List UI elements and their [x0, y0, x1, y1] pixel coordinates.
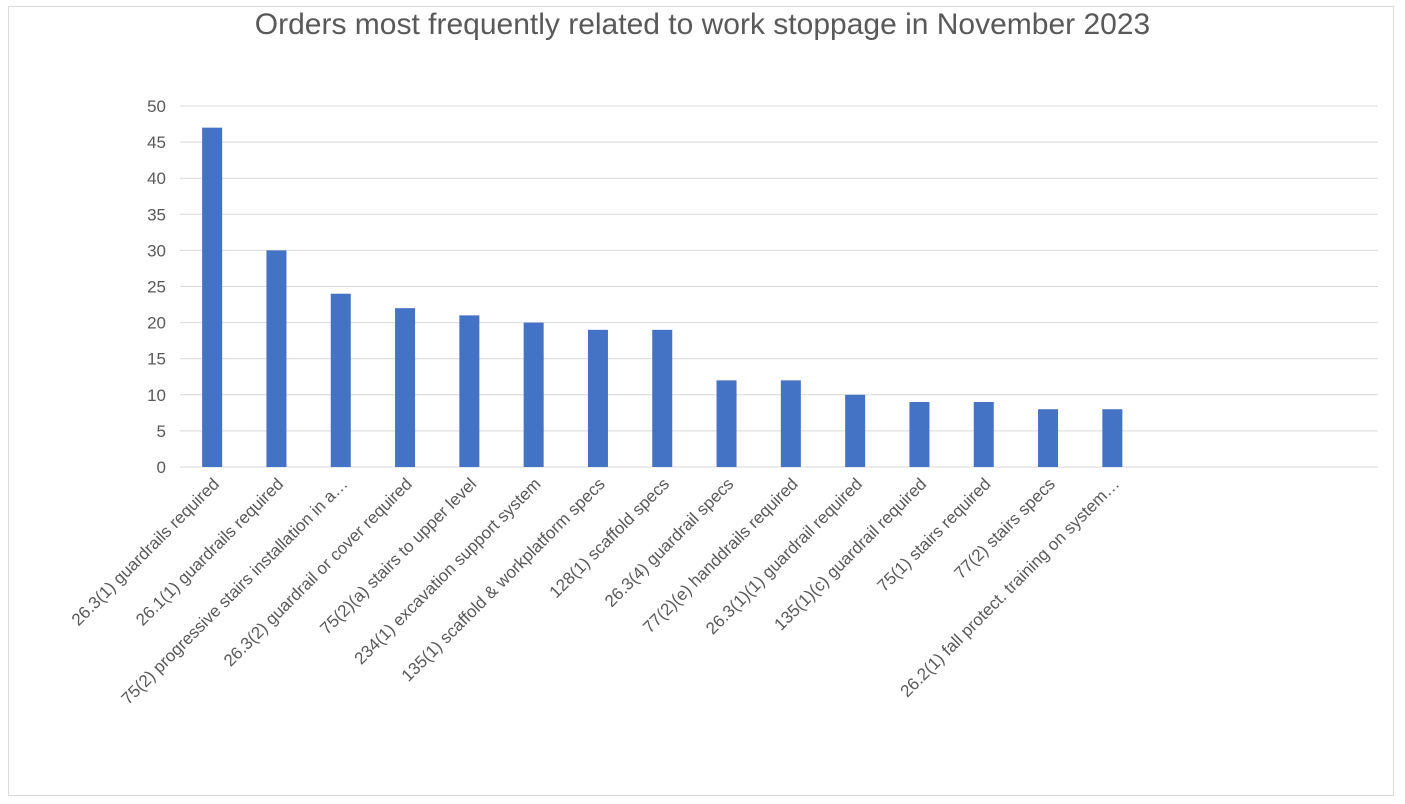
- x-tick-label: 26.3(4) guardrail specs: [601, 474, 737, 610]
- y-axis-ticks: 0 5 10 15 20 25 30 35 40 45 50: [147, 97, 166, 477]
- bar: [909, 402, 930, 467]
- y-tick-label: 0: [157, 458, 166, 477]
- bar: [652, 329, 673, 467]
- y-tick-label: 25: [147, 278, 166, 297]
- bar: [1102, 409, 1123, 467]
- bar: [587, 329, 608, 467]
- y-tick-label: 45: [147, 133, 166, 152]
- y-tick-label: 50: [147, 97, 166, 116]
- bar: [395, 308, 416, 467]
- x-tick-label: 75(2) progressive stairs installation in…: [118, 474, 352, 708]
- bar: [780, 380, 801, 467]
- y-tick-label: 30: [147, 241, 166, 260]
- bar: [266, 250, 287, 467]
- chart-area: [8, 6, 1394, 796]
- bar: [459, 315, 480, 467]
- bar: [716, 380, 737, 467]
- bar: [1038, 409, 1059, 467]
- x-tick-label: 128(1) scaffold specs: [546, 474, 673, 601]
- y-tick-label: 20: [147, 314, 166, 333]
- chart-title: Orders most frequently related to work s…: [254, 8, 1151, 41]
- x-tick-label: 75(1) stairs required: [874, 474, 995, 595]
- y-tick-label: 10: [147, 386, 166, 405]
- y-tick-label: 5: [157, 422, 166, 441]
- gridlines: [180, 105, 1378, 468]
- y-tick-label: 40: [147, 169, 166, 188]
- bar: [202, 127, 223, 467]
- y-tick-label: 35: [147, 205, 166, 224]
- bar: [973, 402, 994, 467]
- x-tick-label: 26.2(1) fall protect. training on system…: [897, 474, 1124, 701]
- y-tick-label: 15: [147, 350, 166, 369]
- bars: [202, 127, 1123, 467]
- bar: [845, 394, 866, 467]
- bar: [330, 293, 351, 467]
- bar: [523, 322, 544, 467]
